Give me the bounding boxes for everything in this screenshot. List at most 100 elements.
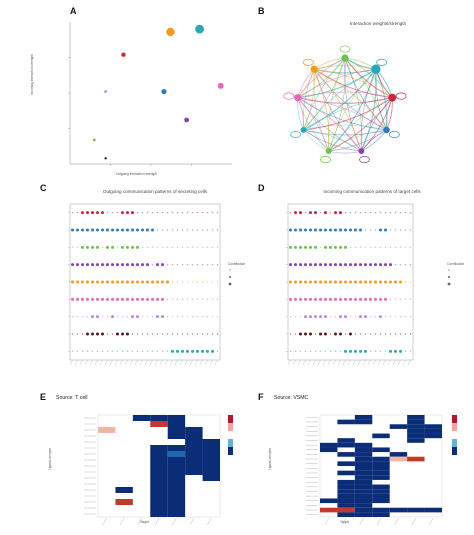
x-tick [407, 359, 411, 366]
dot-mark [101, 246, 104, 249]
dot-mark [404, 246, 407, 249]
dot-mark [106, 228, 109, 232]
dot-mark [111, 211, 114, 214]
dot-mark [76, 246, 79, 249]
dot-mark [211, 333, 214, 335]
dot-mark [166, 298, 169, 301]
dot-mark [216, 246, 219, 249]
dot-mark [156, 263, 159, 267]
dot-mark [394, 298, 397, 301]
network-edge [328, 148, 362, 152]
dot-mark [319, 228, 322, 232]
dot-mark [201, 333, 204, 335]
dot-mark [289, 315, 292, 318]
heatmap-cell [337, 498, 355, 504]
dot-mark [334, 297, 337, 301]
heatmap-cell [372, 489, 390, 494]
col-label-mark [376, 517, 382, 526]
dot-mark [161, 333, 164, 335]
dot-mark [76, 297, 79, 301]
dot-mark [369, 211, 372, 214]
colorbar-segment [228, 447, 233, 455]
dot-mark [379, 228, 382, 232]
dot-mark [304, 228, 307, 232]
dot-mark [196, 211, 199, 214]
dot-mark [141, 280, 144, 284]
dot-mark [86, 315, 89, 318]
dot-mark [81, 228, 84, 232]
dot-mark [126, 263, 129, 267]
dot-mark [379, 246, 382, 249]
dot-mark [314, 228, 317, 232]
legend-dot [229, 269, 231, 271]
dot-mark [181, 263, 184, 266]
dot-mark [304, 297, 307, 301]
dot-mark [116, 332, 119, 336]
dot-mark [186, 315, 189, 318]
dot-mark [186, 246, 189, 249]
dot-mark [141, 228, 144, 232]
dot-mark [374, 280, 377, 284]
dot-mark [369, 297, 372, 301]
dot-mark [91, 280, 94, 284]
network-edge [297, 68, 377, 99]
dot-mark [409, 281, 412, 283]
dot-mark [379, 350, 382, 353]
dot-mark [151, 350, 154, 353]
dot-mark [171, 246, 174, 249]
dot-mark [334, 263, 337, 267]
dot-mark [339, 245, 342, 249]
heatmap-cell [167, 433, 186, 439]
heatmap-cell [320, 447, 338, 453]
dot-mark [176, 263, 179, 266]
col-label-mark [102, 517, 107, 526]
network-edge [344, 57, 363, 152]
dot-mark [196, 349, 199, 353]
dot-mark [334, 280, 337, 284]
dot-mark [304, 211, 307, 214]
heatmap-cell [167, 457, 186, 463]
x-tick [352, 359, 356, 366]
dot-mark [146, 297, 149, 301]
colorbar-segment [228, 431, 233, 439]
dot-mark [126, 211, 129, 215]
dot-mark [344, 349, 347, 353]
heatmap-cell [407, 456, 425, 462]
network-edge [313, 68, 387, 131]
dot-mark [121, 211, 124, 215]
dot-mark [121, 332, 124, 336]
heatmap-cell [407, 433, 425, 439]
x-tick [402, 359, 406, 366]
dot-mark [289, 350, 292, 353]
dot-mark [116, 246, 119, 249]
dot-mark [186, 349, 189, 353]
dot-mark [379, 211, 382, 214]
dot-mark [131, 228, 134, 232]
dot-mark [121, 350, 124, 353]
panel-a-xlabel: Outgoing interaction strength [116, 172, 157, 176]
network-edge [344, 57, 362, 152]
dot-mark [299, 332, 302, 336]
dot-mark [409, 350, 412, 353]
heatmap-cell [150, 493, 168, 499]
x-tick [114, 359, 118, 366]
dot-mark [206, 246, 209, 249]
dot-mark [389, 315, 392, 318]
dot-mark [86, 332, 89, 336]
dot-mark [181, 211, 184, 214]
x-tick [159, 359, 163, 366]
heatmap-cell [389, 424, 408, 429]
x-tick [124, 359, 128, 366]
dot-mark [364, 246, 367, 249]
dot-mark [309, 263, 312, 267]
dot-mark [314, 280, 317, 284]
network-node [294, 94, 302, 102]
legend-dot [448, 276, 450, 278]
dot-mark [384, 228, 387, 232]
dot-mark [161, 350, 164, 353]
dot-mark [196, 333, 199, 335]
dot-mark [96, 211, 99, 215]
network-node [300, 127, 307, 133]
dot-mark [314, 315, 317, 319]
dot-mark [136, 245, 139, 249]
